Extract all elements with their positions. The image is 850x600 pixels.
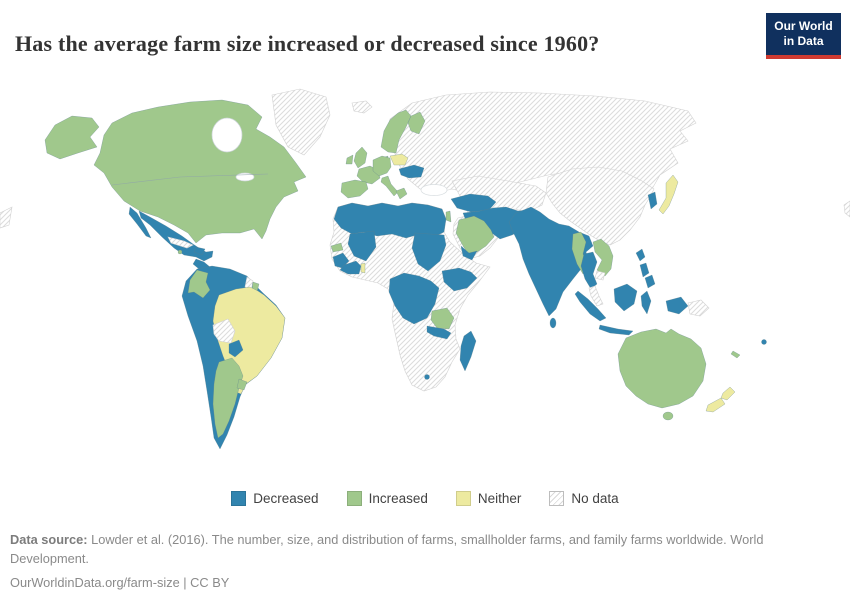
owid-link[interactable]: OurWorldinData.org/farm-size | CC BY — [10, 575, 230, 591]
java[interactable] — [598, 324, 634, 336]
world-map — [0, 85, 850, 485]
japan[interactable] — [658, 174, 679, 215]
papua-indonesia[interactable] — [665, 296, 689, 315]
map-footer: Data source: Lowder et al. (2016). The n… — [10, 530, 785, 593]
new-zealand-north[interactable] — [720, 386, 736, 401]
greece[interactable] — [395, 187, 408, 200]
finland[interactable] — [407, 111, 426, 135]
page-title: Has the average farm size increased or d… — [15, 30, 600, 56]
philippines-south[interactable] — [644, 274, 656, 289]
sudan[interactable] — [411, 232, 447, 272]
tanzania[interactable] — [430, 307, 455, 330]
senegal[interactable] — [330, 242, 344, 253]
canada-usa[interactable] — [93, 99, 307, 244]
alaska[interactable] — [44, 115, 100, 160]
ghana-cote-divoire[interactable] — [339, 260, 362, 275]
laos-vietnam[interactable] — [592, 238, 614, 277]
sumatra[interactable] — [574, 290, 607, 322]
togo[interactable] — [360, 262, 366, 274]
map-legend: Decreased Increased Neither No data — [0, 491, 850, 506]
nodata-swatch — [549, 491, 565, 506]
legend-label: Neither — [477, 491, 522, 506]
tasmania[interactable] — [662, 411, 674, 421]
south-korea[interactable] — [647, 191, 658, 210]
malay-peninsula[interactable] — [588, 285, 604, 307]
yemen[interactable] — [460, 245, 478, 261]
neither-swatch — [455, 491, 471, 506]
turkey[interactable] — [450, 193, 497, 213]
ireland[interactable] — [345, 154, 354, 165]
mali[interactable] — [347, 230, 377, 262]
hispaniola[interactable] — [193, 246, 206, 256]
legend-item-nodata[interactable]: No data — [549, 491, 619, 506]
data-source-line: Data source: Lowder et al. (2016). The n… — [10, 530, 785, 568]
baja-california[interactable] — [128, 206, 152, 239]
central-europe[interactable] — [372, 155, 392, 177]
legend-label: Decreased — [253, 491, 319, 506]
black-sea — [420, 184, 448, 196]
ukraine[interactable] — [398, 164, 425, 179]
ethiopia[interactable] — [441, 267, 478, 292]
borneo[interactable] — [613, 283, 638, 312]
central-africa[interactable] — [388, 272, 440, 325]
papua-new-guinea[interactable] — [687, 299, 710, 317]
hudson-bay — [211, 117, 243, 153]
data-source-label: Data source: — [10, 532, 88, 547]
argentina[interactable] — [212, 357, 244, 439]
new-zealand-south[interactable] — [705, 397, 726, 413]
fiji[interactable] — [761, 339, 767, 345]
paraguay[interactable] — [228, 339, 244, 358]
legend-label: Increased — [368, 491, 428, 506]
jamaica[interactable] — [177, 249, 183, 255]
decreased-swatch — [231, 491, 247, 506]
philippines-north[interactable] — [635, 248, 646, 262]
increased-swatch — [346, 491, 362, 506]
australia[interactable] — [617, 328, 707, 409]
levant[interactable] — [445, 210, 452, 223]
owid-logo-line1: Our World — [774, 19, 833, 33]
legend-item-increased[interactable]: Increased — [346, 491, 428, 506]
colombia[interactable] — [187, 269, 211, 299]
lesotho[interactable] — [424, 374, 430, 380]
russia[interactable] — [387, 91, 697, 194]
cambodia[interactable] — [594, 270, 606, 281]
india-pakistan[interactable] — [508, 206, 594, 317]
greenland[interactable] — [271, 88, 331, 156]
saudi-arabia[interactable] — [455, 215, 495, 255]
us-canada-border — [111, 173, 269, 186]
uruguay[interactable] — [236, 378, 248, 391]
sri-lanka[interactable] — [549, 317, 557, 329]
zambia-malawi[interactable] — [426, 325, 452, 340]
chukotka-east[interactable] — [843, 200, 850, 218]
madagascar[interactable] — [459, 330, 477, 372]
owid-logo[interactable]: Our World in Data — [766, 13, 841, 59]
legend-item-neither[interactable]: Neither — [455, 491, 522, 506]
iberia[interactable] — [340, 179, 369, 199]
philippines-mid[interactable] — [639, 262, 650, 278]
italy[interactable] — [380, 175, 399, 197]
new-caledonia[interactable] — [730, 350, 741, 359]
legend-item-decreased[interactable]: Decreased — [231, 491, 319, 506]
sulawesi[interactable] — [640, 290, 652, 315]
great-lakes — [235, 172, 255, 182]
united-kingdom[interactable] — [353, 146, 368, 169]
north-africa[interactable] — [333, 202, 447, 239]
owid-logo-line2: in Data — [783, 34, 824, 48]
poland[interactable] — [389, 153, 409, 166]
china[interactable] — [545, 166, 655, 246]
iceland[interactable] — [351, 100, 373, 114]
thailand[interactable] — [580, 251, 598, 290]
legend-label: No data — [571, 491, 619, 506]
mexico[interactable] — [138, 210, 214, 262]
chukotka-fragment[interactable] — [0, 206, 13, 229]
cuba[interactable] — [167, 236, 194, 249]
data-source-text: Lowder et al. (2016). The number, size, … — [10, 532, 764, 567]
